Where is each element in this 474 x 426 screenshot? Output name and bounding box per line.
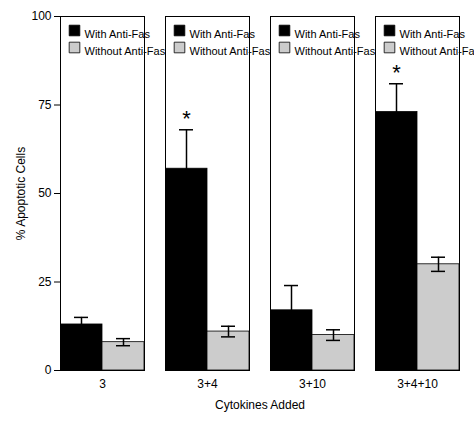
svg-text:*: * <box>182 106 191 131</box>
svg-text:Without Anti-Fas: Without Anti-Fas <box>85 45 166 57</box>
svg-text:Cytokines Added: Cytokines Added <box>215 398 305 412</box>
svg-text:3+4: 3+4 <box>197 377 218 391</box>
svg-text:0: 0 <box>45 363 52 377</box>
svg-text:% Apoptotic Cells: % Apoptotic Cells <box>14 147 28 240</box>
svg-text:75: 75 <box>38 98 52 112</box>
svg-text:50: 50 <box>38 186 52 200</box>
svg-text:With Anti-Fas: With Anti-Fas <box>85 28 151 40</box>
svg-text:Without Anti-Fas: Without Anti-Fas <box>190 45 271 57</box>
svg-text:With Anti-Fas: With Anti-Fas <box>295 28 361 40</box>
svg-text:3: 3 <box>99 377 106 391</box>
svg-text:With Anti-Fas: With Anti-Fas <box>190 28 256 40</box>
svg-text:With Anti-Fas: With Anti-Fas <box>400 28 466 40</box>
svg-text:100: 100 <box>31 9 51 23</box>
svg-text:3+4+10: 3+4+10 <box>397 377 438 391</box>
svg-text:Without Anti-Fas: Without Anti-Fas <box>295 45 376 57</box>
svg-text:25: 25 <box>38 275 52 289</box>
svg-text:Without Anti-Fas: Without Anti-Fas <box>400 45 474 57</box>
svg-text:*: * <box>392 60 401 85</box>
svg-text:3+10: 3+10 <box>299 377 326 391</box>
